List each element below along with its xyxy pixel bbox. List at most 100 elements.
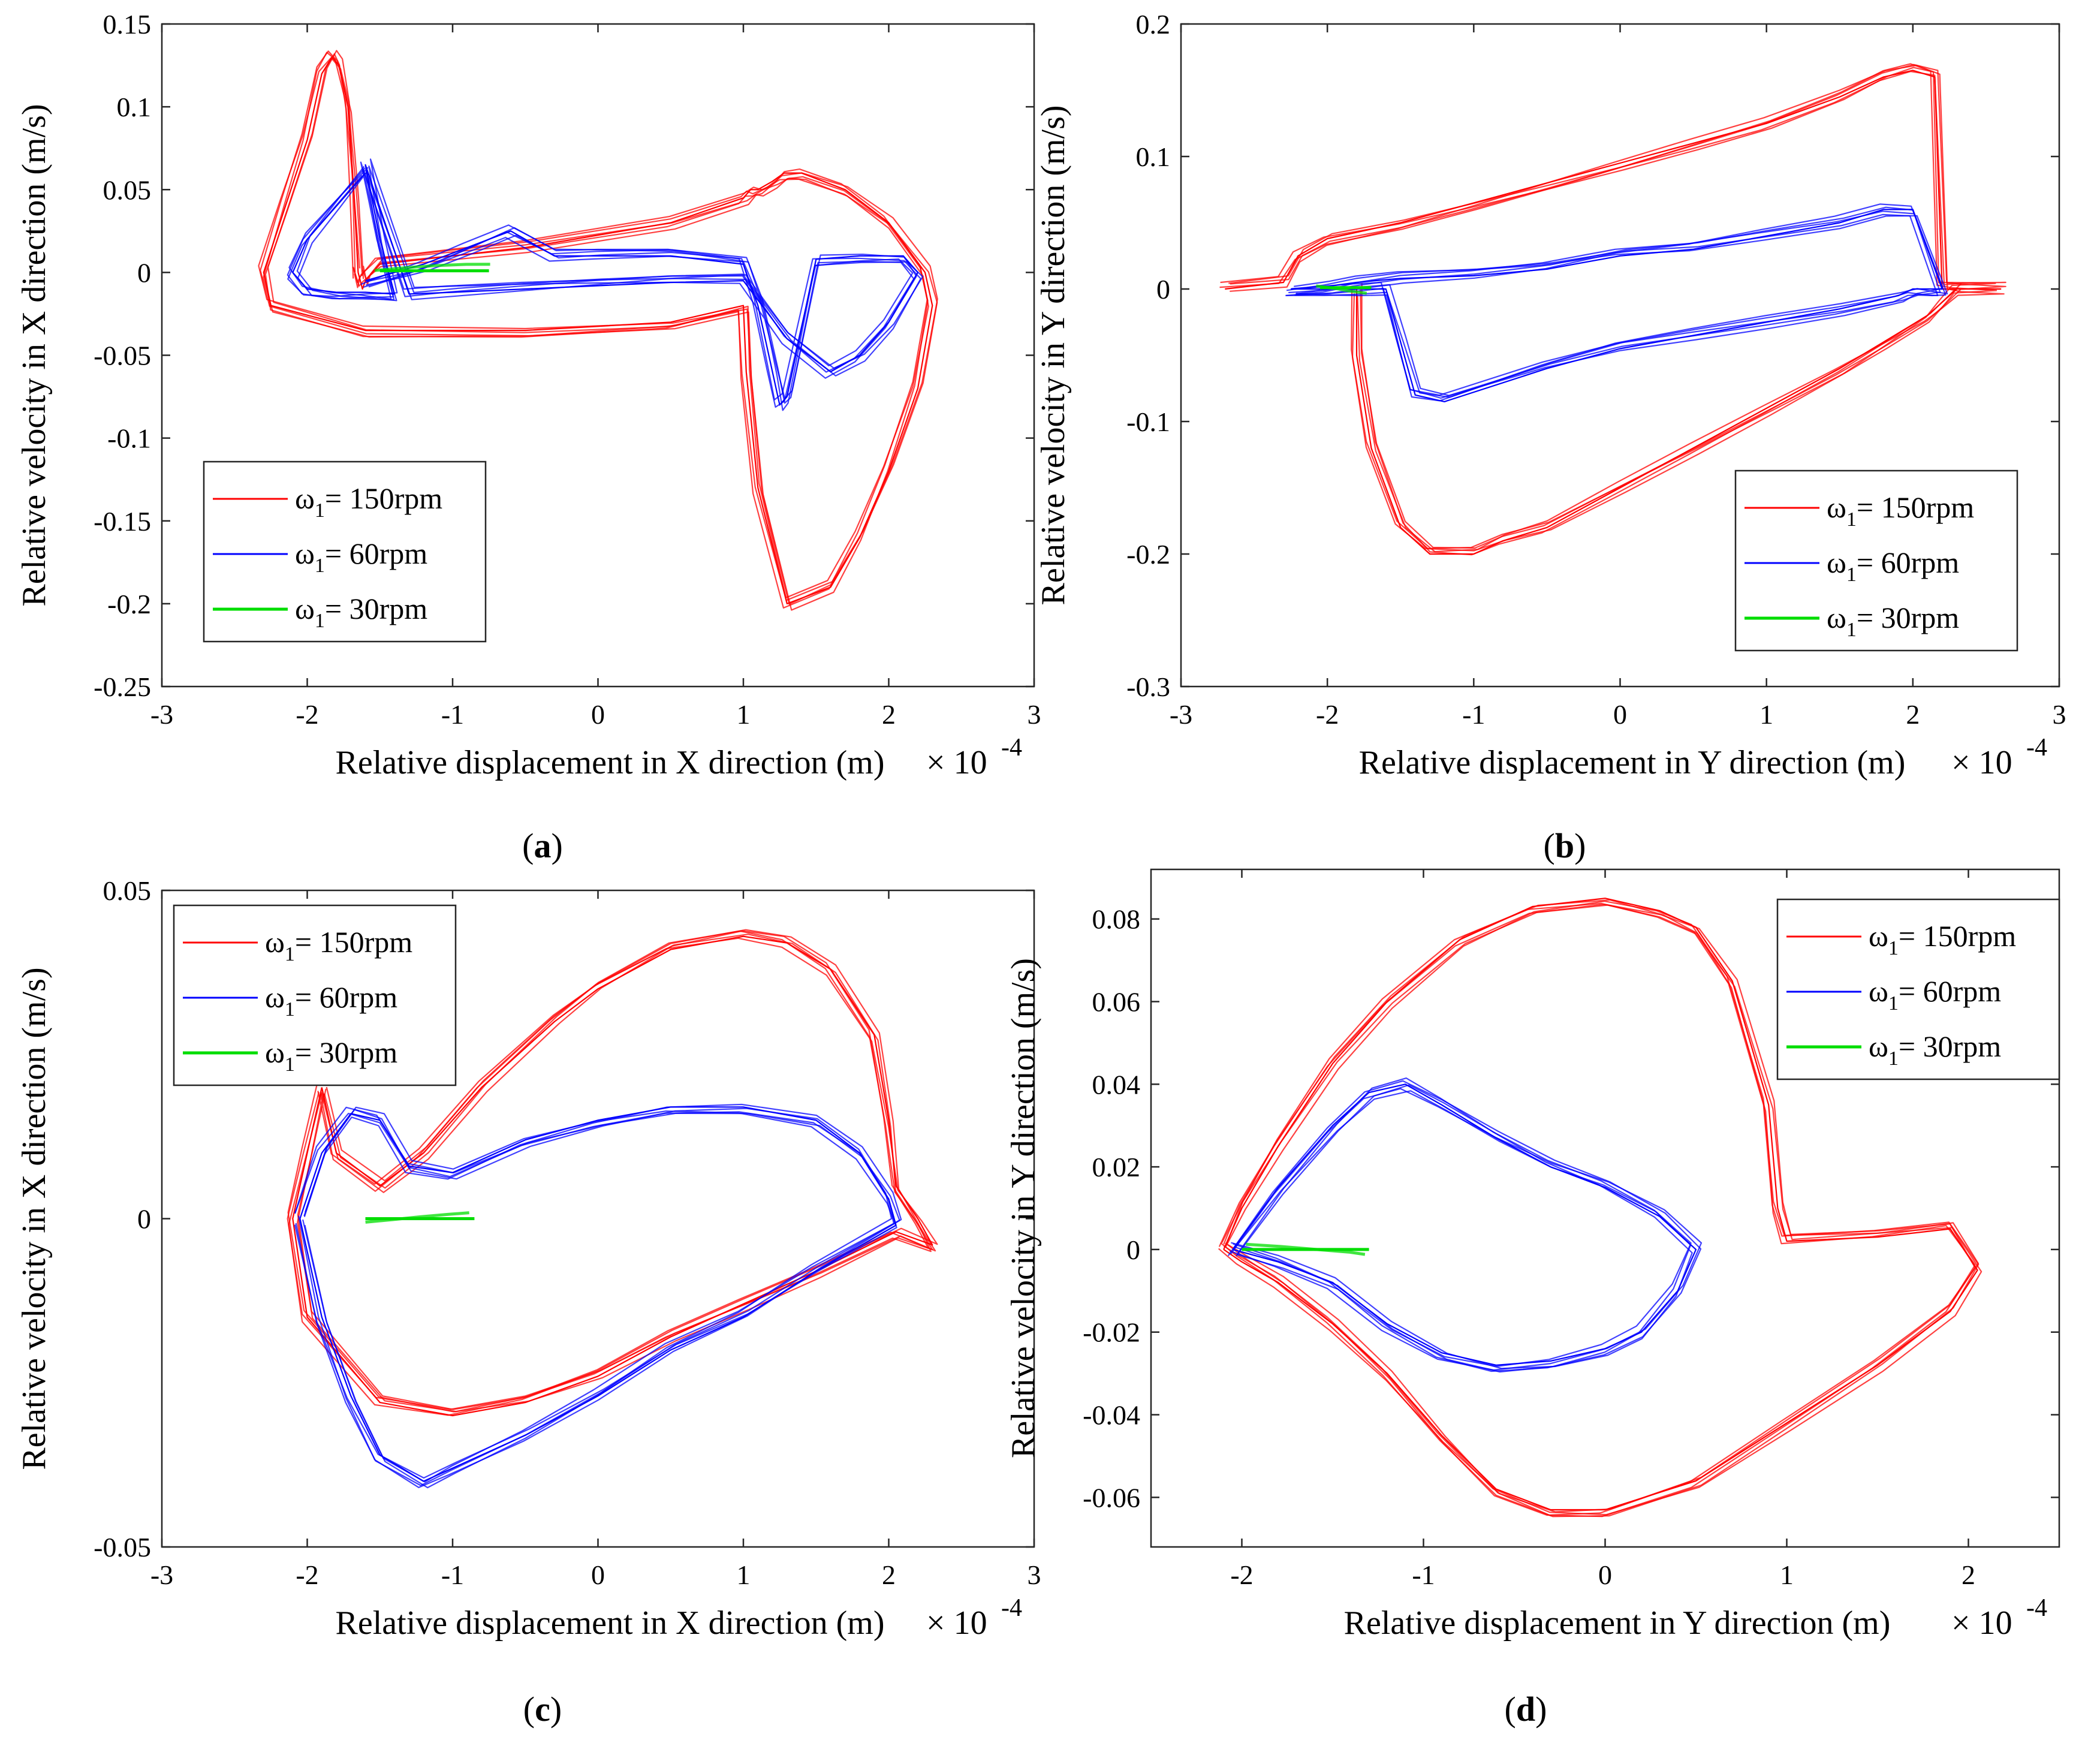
x-tick-label: 2 bbox=[882, 1560, 896, 1590]
legend-label: ω1= 150rpm bbox=[1869, 919, 2016, 959]
y-tick-label: 0 bbox=[1156, 274, 1170, 305]
series-line-1 bbox=[1227, 1080, 1702, 1372]
series-line-1 bbox=[1229, 1088, 1703, 1371]
x-tick-label: -2 bbox=[296, 699, 318, 730]
y-tick-label: -0.05 bbox=[94, 341, 151, 371]
y-tick-label: 0 bbox=[137, 1204, 151, 1235]
series-line-0 bbox=[1230, 64, 2006, 549]
legend: ω1= 150rpm ω1= 60rpm ω1= 30rpm bbox=[1776, 898, 2060, 1080]
legend-label: ω1= 60rpm bbox=[1869, 974, 2001, 1015]
legend-label: ω1= 60rpm bbox=[1827, 546, 1959, 586]
y-tick-label: -0.15 bbox=[94, 506, 151, 537]
series-line-1 bbox=[288, 167, 914, 411]
x-tick-label: -1 bbox=[1462, 699, 1485, 730]
series-line-0 bbox=[1219, 63, 1997, 550]
series-line-0 bbox=[258, 57, 929, 611]
y-tick-label: -0.06 bbox=[1083, 1482, 1140, 1513]
series-line-1 bbox=[1231, 1077, 1693, 1369]
series-line-0 bbox=[267, 53, 938, 609]
y-tick-label: 0.06 bbox=[1092, 986, 1141, 1017]
x-tick-label: 0 bbox=[591, 699, 605, 730]
y-tick-label: -0.25 bbox=[94, 672, 151, 702]
legend-label: ω1= 150rpm bbox=[265, 925, 412, 965]
x-tick-label: 1 bbox=[737, 699, 751, 730]
x-exponent-power: -4 bbox=[1001, 734, 1022, 761]
chart-b: -3 -2 -1 0 1 2 3 -0.3 -0.2 -0.1 0 0.1 0.2 Relative di… bbox=[1035, 9, 2066, 865]
y-tick-label: 0.2 bbox=[1136, 9, 1171, 40]
series-line-0 bbox=[1220, 904, 1980, 1518]
y-tick-label: -0.2 bbox=[1126, 539, 1170, 570]
x-tick-label: 0 bbox=[591, 1560, 605, 1590]
chart-a: -3 -2 -1 0 1 2 3 -0.25 -0.2 -0.15 -0.1 -0.05 0 0.05 0.… bbox=[16, 9, 1041, 865]
y-tick-label: -0.3 bbox=[1126, 672, 1170, 702]
y-tick-label: 0.02 bbox=[1092, 1152, 1141, 1182]
series-line-0 bbox=[260, 50, 928, 605]
series-line-1 bbox=[1285, 206, 1941, 396]
series-line-0 bbox=[1218, 899, 1976, 1513]
chart-d: -2 -1 0 1 2 -0.06 -0.04 -0.02 0 0.02 0.04 0.06 0.08 R… bbox=[1005, 868, 2060, 1729]
legend-label: ω1= 30rpm bbox=[1869, 1029, 2001, 1070]
x-tick-label: 0 bbox=[1598, 1560, 1612, 1590]
legend-box bbox=[1776, 898, 2060, 1080]
x-tick-label: 2 bbox=[1962, 1560, 1975, 1590]
y-tick-label: 0.04 bbox=[1092, 1069, 1141, 1100]
legend-label: ω1= 30rpm bbox=[265, 1035, 397, 1076]
legend-box bbox=[173, 904, 457, 1086]
series-line-0 bbox=[297, 934, 929, 1413]
y-tick-label: 0.1 bbox=[117, 92, 152, 122]
x-tick-label: 3 bbox=[1028, 1560, 1041, 1590]
series-group bbox=[1219, 63, 2006, 556]
series-line-2 bbox=[1246, 1242, 1366, 1256]
series-group bbox=[258, 50, 938, 611]
series-line-1 bbox=[1232, 1083, 1697, 1366]
y-tick-label: 0.1 bbox=[1136, 142, 1171, 172]
x-tick-label: 1 bbox=[737, 1560, 751, 1590]
x-tick-label: 0 bbox=[1613, 699, 1627, 730]
y-tick-label: -0.02 bbox=[1083, 1317, 1140, 1348]
series-line-0 bbox=[1223, 903, 1976, 1518]
series-line-2 bbox=[365, 1211, 469, 1224]
y-tick-label: -0.04 bbox=[1083, 1400, 1140, 1431]
series-line-0 bbox=[297, 929, 932, 1410]
x-axis-label: Relative displacement in Y direction (m) bbox=[1344, 1604, 1891, 1642]
x-exponent-power: -4 bbox=[2026, 734, 2047, 761]
legend: ω1= 150rpm ω1= 60rpm ω1= 30rpm bbox=[203, 460, 487, 643]
y-tick-label: 0.08 bbox=[1092, 904, 1141, 935]
y-tick-label: 0 bbox=[137, 257, 151, 288]
x-tick-label: -2 bbox=[296, 1560, 318, 1590]
legend: ω1= 150rpm ω1= 60rpm ω1= 30rpm bbox=[173, 904, 457, 1086]
y-axis-label: Relative velocity in X direction (m/s) bbox=[16, 104, 53, 606]
x-exponent: × 10 bbox=[1951, 744, 2012, 781]
x-exponent-power: -4 bbox=[1001, 1594, 1022, 1622]
series-line-1 bbox=[294, 1106, 897, 1479]
series-line-1 bbox=[1294, 215, 1948, 402]
legend-label: ω1= 60rpm bbox=[265, 980, 397, 1020]
x-exponent: × 10 bbox=[926, 744, 987, 781]
x-tick-label: 3 bbox=[1028, 699, 1041, 730]
y-tick-label: 0 bbox=[1126, 1235, 1140, 1265]
y-axis-label: Relative velocity in Y direction (m/s) bbox=[1005, 958, 1042, 1458]
series-line-1 bbox=[295, 1109, 900, 1486]
x-exponent: × 10 bbox=[926, 1604, 987, 1642]
series-line-1 bbox=[1286, 213, 1939, 398]
legend-label: ω1= 60rpm bbox=[295, 537, 427, 577]
legend-label: ω1= 150rpm bbox=[1827, 490, 1974, 531]
series-line-2 bbox=[374, 263, 490, 272]
series-line-0 bbox=[1230, 64, 2005, 553]
x-tick-label: -1 bbox=[441, 1560, 464, 1590]
series-line-1 bbox=[294, 1107, 893, 1489]
x-tick-label: 2 bbox=[882, 699, 896, 730]
panel-caption: (b) bbox=[1544, 826, 1586, 865]
x-tick-label: 2 bbox=[1906, 699, 1920, 730]
x-axis-label: Relative displacement in Y direction (m) bbox=[1359, 744, 1906, 781]
series-line-0 bbox=[1228, 71, 2006, 556]
y-tick-label: -0.2 bbox=[107, 589, 151, 619]
x-tick-label: 3 bbox=[2053, 699, 2066, 730]
x-tick-label: -1 bbox=[441, 699, 464, 730]
legend-box bbox=[203, 460, 487, 643]
x-axis-label: Relative displacement in X direction (m) bbox=[336, 1604, 885, 1642]
panel-caption: (d) bbox=[1505, 1690, 1547, 1729]
series-line-1 bbox=[292, 164, 919, 406]
panel-caption: (a) bbox=[522, 826, 563, 865]
